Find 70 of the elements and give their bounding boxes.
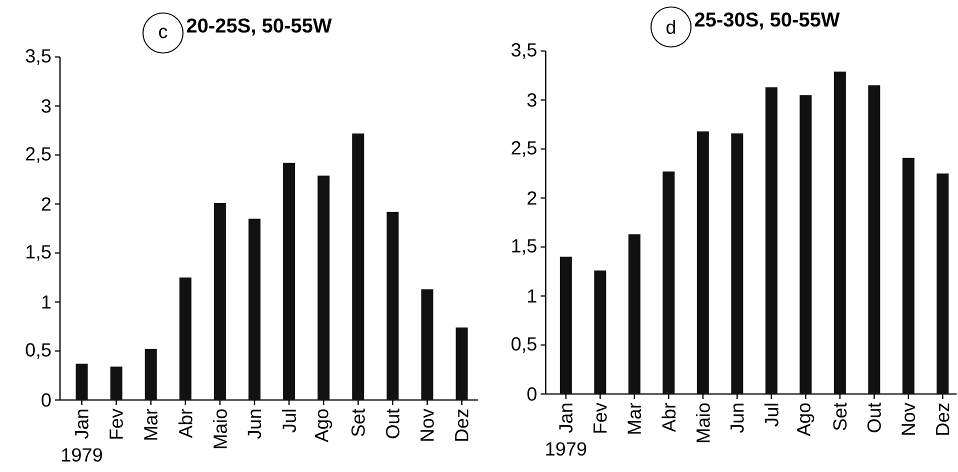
x-tick-label: Jan: [75, 410, 88, 439]
bar: [76, 364, 88, 400]
bar: [731, 133, 744, 394]
y-tick-label: 3,5: [26, 49, 51, 65]
x-tick-label: Set: [351, 408, 365, 436]
bar: [628, 234, 640, 394]
y-tick-label: 1,5: [512, 239, 536, 255]
y-tick-label: 3: [42, 99, 51, 113]
text: d: [666, 20, 676, 34]
chart-title: 20-25S, 50-55W: [186, 18, 332, 36]
bar: [560, 256, 572, 394]
x-tick-label: Jul: [282, 410, 296, 433]
bar: [179, 278, 192, 400]
y-tick-label: 0,5: [26, 343, 51, 359]
x-tick-label: Nov: [902, 402, 916, 435]
x-tick-label: Ago: [797, 403, 814, 436]
bar: [352, 133, 364, 400]
y-tick-label: 2: [528, 191, 536, 205]
x-tick-label: Fev: [110, 408, 123, 439]
x-tick-label: Mar: [144, 408, 158, 440]
x-tick-label: Dez: [455, 409, 468, 441]
y-tick-label: 0: [527, 387, 536, 401]
x-tick-label: Dez: [936, 403, 950, 435]
x-tick-label: Out: [867, 402, 881, 432]
y-tick-label: 2,5: [512, 141, 536, 157]
bar: [214, 203, 226, 400]
chart-title: 25-30S, 50-55W: [694, 12, 840, 30]
x-tick-label: Maio: [212, 409, 227, 448]
bar: [834, 72, 846, 394]
x-tick-label: Ago: [315, 409, 332, 442]
x-axis-title: 1979: [546, 442, 586, 456]
x-tick-label: Jun: [248, 410, 262, 439]
x-tick-label: Jan: [559, 404, 573, 433]
x-tick-label: Abr: [662, 402, 676, 432]
bar: [594, 270, 606, 394]
x-tick-label: Maio: [696, 403, 710, 442]
y-tick-label: 0: [42, 393, 51, 407]
bar: [662, 172, 675, 394]
y-tick-label: 3,5: [511, 43, 536, 59]
y-tick-label: 3: [527, 93, 536, 107]
y-tick-label: 1: [528, 289, 536, 303]
x-tick-label: Mar: [628, 402, 642, 434]
bar: [421, 289, 434, 400]
bar: [456, 327, 468, 400]
bar: [110, 366, 122, 400]
bar: [902, 158, 914, 394]
x-tick-label: Jul: [764, 404, 778, 427]
bar: [144, 349, 157, 400]
bar: [868, 85, 880, 394]
bar: [936, 173, 949, 394]
y-tick-label: 1: [42, 295, 51, 309]
bar: [283, 162, 296, 400]
x-axis-title: 1979: [62, 448, 102, 462]
bar: [248, 218, 260, 400]
x-tick-label: Jun: [730, 404, 744, 433]
x-tick-label: Set: [833, 402, 847, 430]
y-tick-label: 2,5: [26, 147, 51, 163]
bar: [318, 176, 330, 400]
bar: [386, 212, 399, 400]
y-tick-label: 0,5: [512, 337, 536, 353]
x-tick-label: Abr: [178, 408, 192, 438]
x-tick-label: Nov: [420, 408, 434, 441]
bar: [765, 87, 778, 394]
bar: [800, 95, 812, 394]
x-tick-label: Out: [386, 408, 400, 438]
text: c: [159, 28, 168, 38]
y-tick-label: 1,5: [26, 245, 51, 261]
y-tick-label: 2: [42, 197, 51, 211]
bar: [696, 131, 709, 394]
x-tick-label: Fev: [594, 402, 607, 433]
